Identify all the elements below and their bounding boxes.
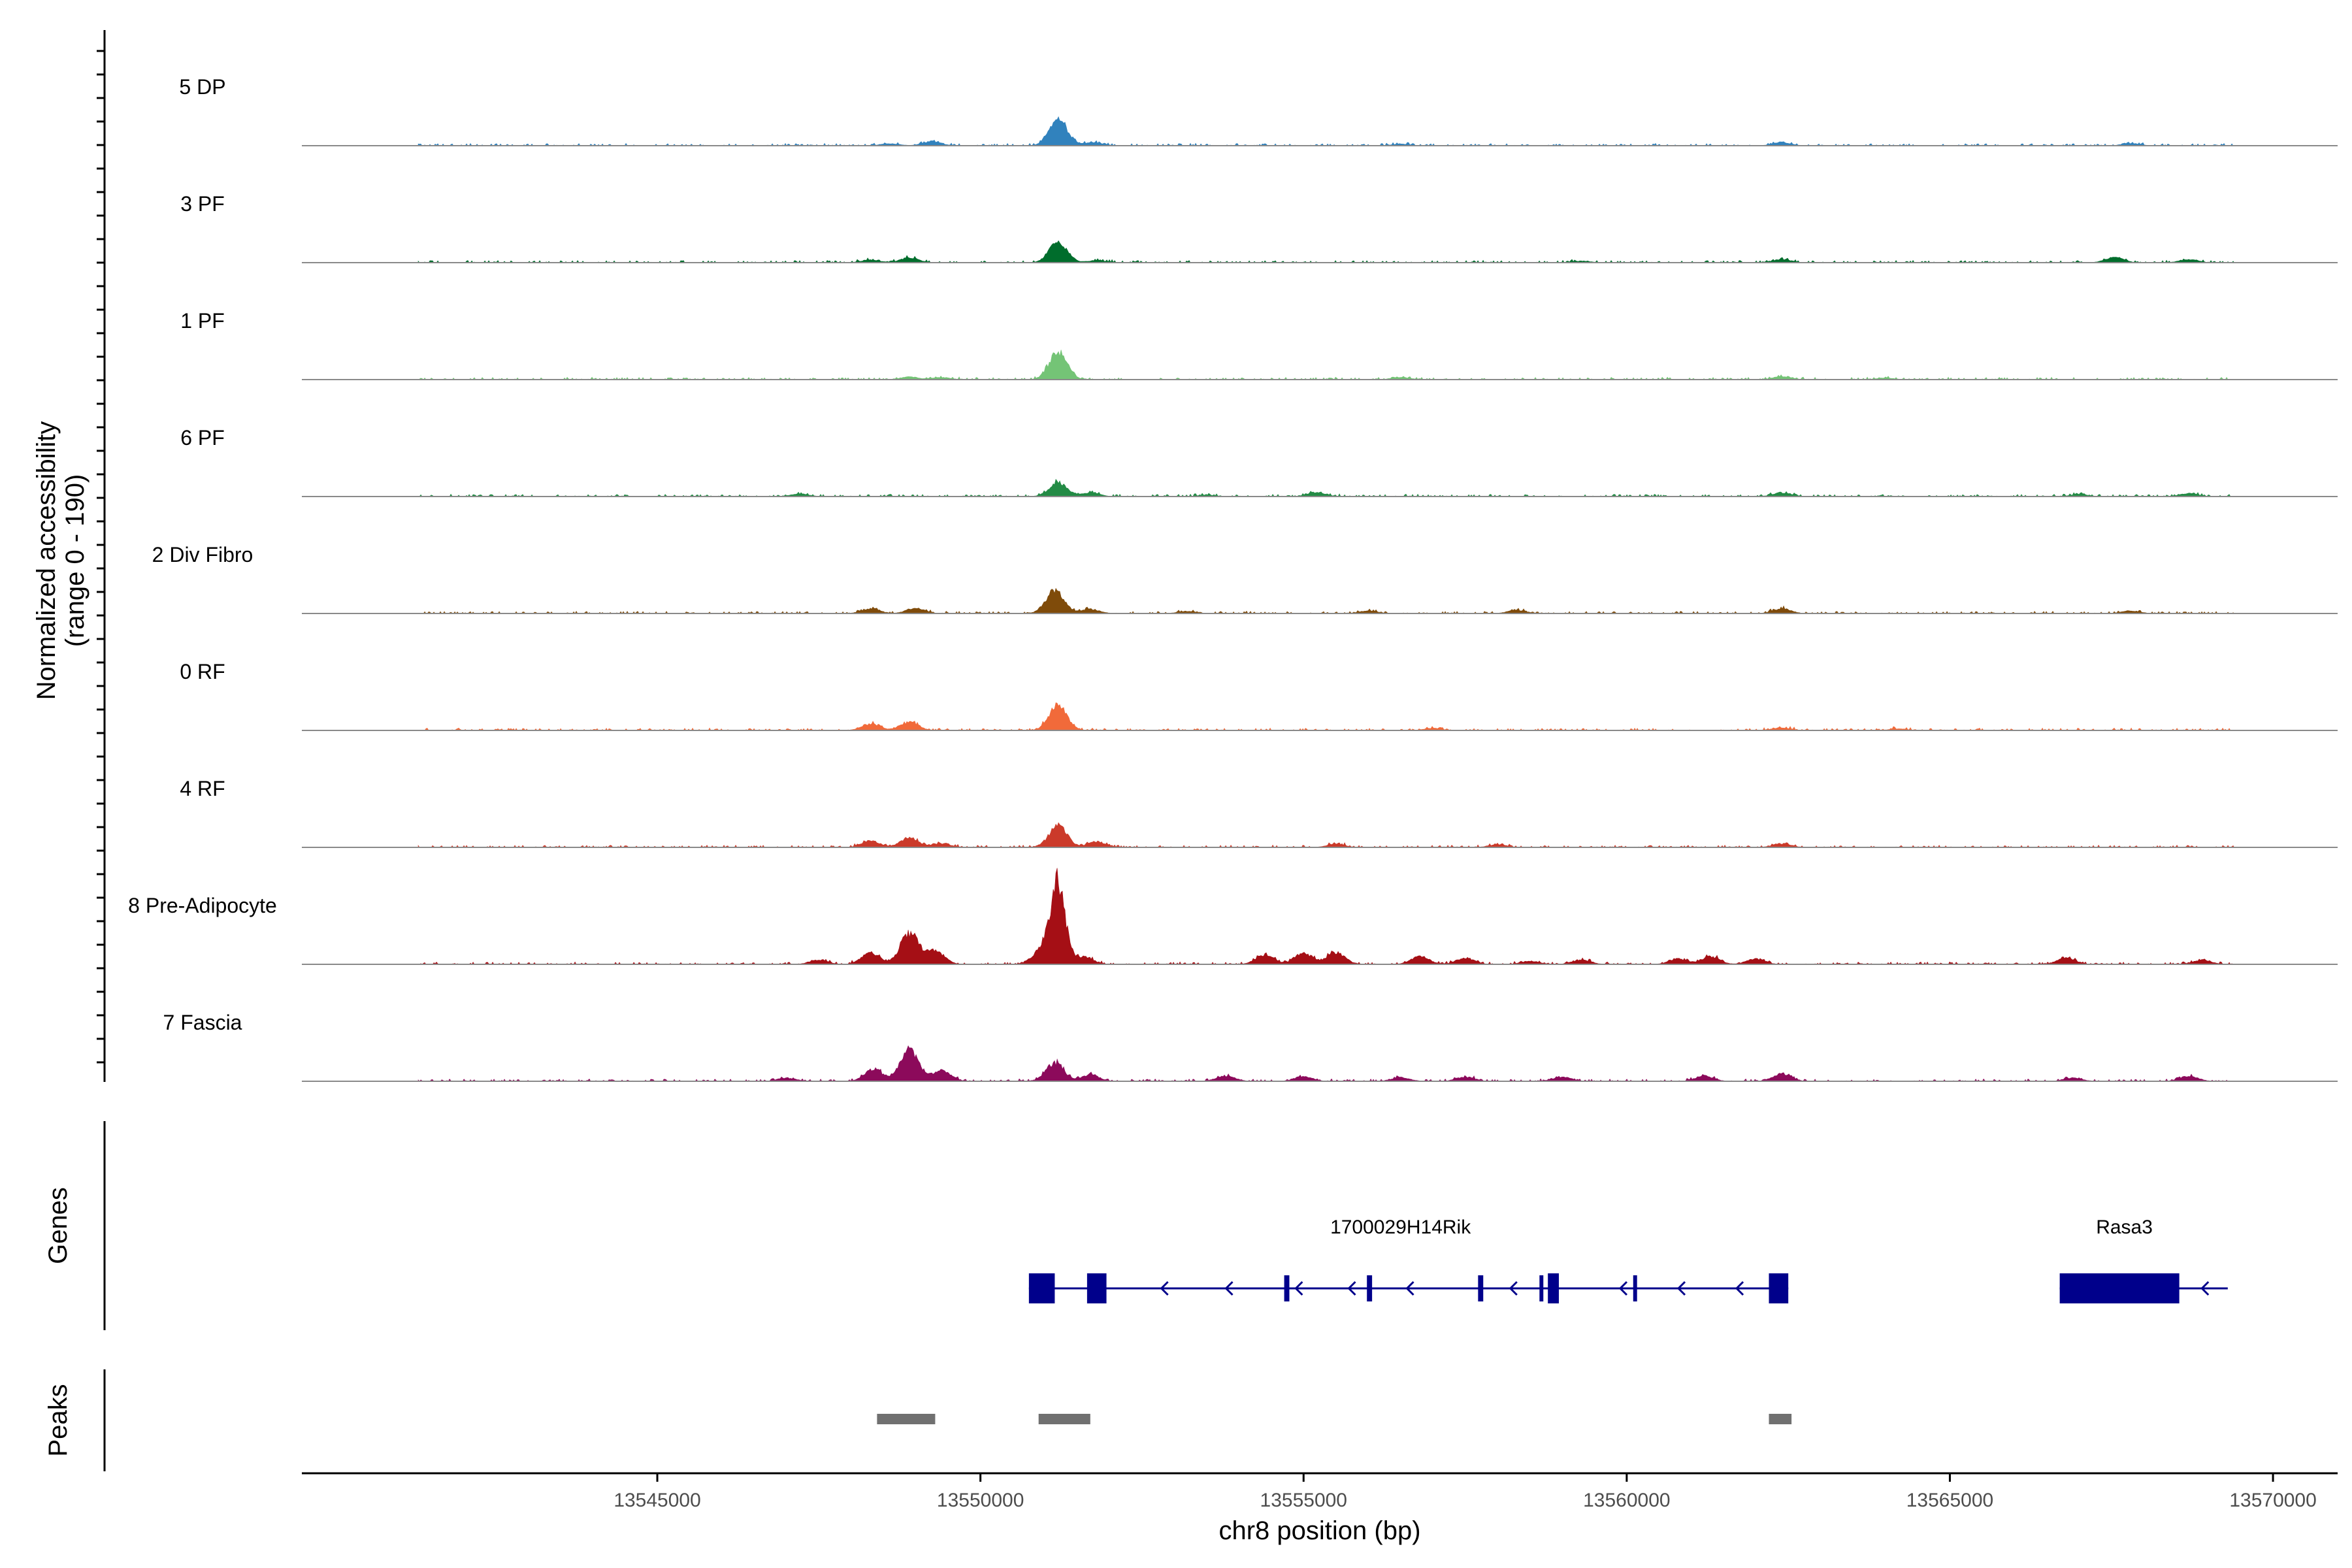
y-axis-title: Normalized accessibility (range 0 - 190)	[32, 421, 90, 700]
gene-exon	[1086, 1273, 1107, 1303]
coverage-track: 8 Pre-Adipocyte	[128, 868, 2338, 965]
coverage-area	[417, 240, 2235, 263]
strand-arrow	[1160, 1281, 1169, 1296]
x-axis-tick-label: 13570000	[2229, 1490, 2316, 1511]
x-axis-title: chr8 position (bp)	[1218, 1516, 1420, 1545]
strand-arrow	[1509, 1281, 1518, 1296]
coverage-area	[417, 822, 2235, 848]
coverage-area	[417, 350, 2234, 380]
track-label: 0 RF	[180, 660, 225, 683]
coverage-area	[418, 868, 2234, 965]
coverage-area	[418, 587, 2235, 614]
strand-arrow	[1294, 1281, 1303, 1296]
coverage-area	[417, 1045, 2234, 1082]
peak-regions	[877, 1414, 1792, 1424]
peaks-track-title: Peaks	[44, 1384, 73, 1456]
track-label: 6 PF	[180, 426, 225, 449]
strand-arrow	[2200, 1281, 2210, 1296]
gene-label: Rasa3	[2096, 1217, 2153, 1238]
gene-exon	[1769, 1273, 1789, 1303]
x-axis-tick-label: 13555000	[1260, 1490, 1347, 1511]
gene-exon	[2059, 1273, 2180, 1303]
gene-exon	[1284, 1275, 1290, 1301]
x-axis-tick-label: 13545000	[613, 1490, 700, 1511]
gene-model: 1700029H14Rik	[1028, 1217, 1789, 1303]
x-axis-tick-label: 13550000	[937, 1490, 1024, 1511]
coverage-track: 2 Div Fibro	[152, 543, 2338, 614]
y-axis-title-line2: (range 0 - 190)	[61, 474, 90, 647]
strand-arrow	[1676, 1281, 1686, 1296]
track-label: 5 DP	[179, 75, 225, 99]
gene-label: 1700029H14Rik	[1330, 1217, 1471, 1238]
coverage-track: 1 PF	[180, 309, 2338, 380]
coverage-area	[418, 702, 2234, 731]
coverage-area	[417, 116, 2234, 146]
gene-exon	[1028, 1273, 1055, 1303]
y-axis-title-line1: Normalized accessibility	[32, 421, 61, 700]
coverage-track: 0 RF	[180, 660, 2338, 731]
genes-track-title: Genes	[44, 1187, 73, 1264]
gene-exon	[1539, 1275, 1544, 1301]
coverage-track: 3 PF	[180, 192, 2338, 263]
strand-arrow	[1347, 1281, 1356, 1296]
x-axis-ticks: 13545000 13550000 13555000 13560000 13565000…	[613, 1473, 2317, 1511]
coverage-track: 5 DP	[179, 75, 2338, 146]
coverage-tracks: 5 DP 3 PF 1 PF 6 PF 2 Div Fibro 0 RF 4 RF 8 Pre…	[128, 75, 2338, 1082]
coverage-track: 6 PF	[180, 426, 2338, 497]
gene-exon	[1548, 1273, 1560, 1303]
coverage-area	[418, 478, 2234, 497]
coverage-track: 7 Fascia	[163, 1011, 2338, 1082]
x-axis-tick-label: 13565000	[1906, 1490, 1993, 1511]
track-label: 3 PF	[180, 192, 225, 216]
track-label: 4 RF	[180, 777, 225, 800]
track-label: 7 Fascia	[163, 1011, 242, 1034]
strand-arrow	[1618, 1281, 1628, 1296]
strand-arrow	[1224, 1281, 1233, 1296]
peak-region	[1769, 1414, 1792, 1424]
x-axis-tick-label: 13560000	[1583, 1490, 1670, 1511]
strand-arrow	[1735, 1281, 1744, 1296]
gene-exon	[1367, 1275, 1373, 1301]
track-label: 8 Pre-Adipocyte	[128, 894, 277, 917]
coverage-y-ticks	[97, 50, 105, 1064]
track-label: 1 PF	[180, 309, 225, 333]
gene-annotations: 1700029H14Rik Rasa3	[1028, 1217, 2228, 1303]
gene-exon	[1478, 1275, 1484, 1301]
track-label: 2 Div Fibro	[152, 543, 253, 566]
peak-region	[1038, 1414, 1090, 1424]
strand-arrow	[1405, 1281, 1414, 1296]
gene-exon	[1633, 1275, 1637, 1301]
peak-region	[877, 1414, 936, 1424]
gene-model: Rasa3	[2059, 1217, 2228, 1303]
coverage-track: 4 RF	[180, 777, 2338, 848]
